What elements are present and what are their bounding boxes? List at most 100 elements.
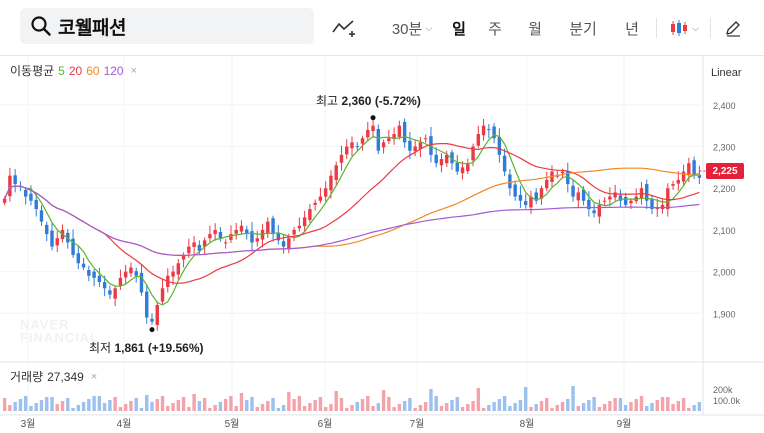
volume-bar: [555, 405, 559, 411]
candle-body: [218, 232, 223, 239]
candle-body: [429, 136, 433, 155]
candle-body: [608, 196, 612, 200]
volume-bar: [160, 396, 165, 411]
stock-search-box[interactable]: 코웰패션: [20, 8, 314, 44]
volume-bar: [87, 399, 91, 411]
period-select[interactable]: 30분 ⌵: [386, 0, 438, 56]
volume-bar: [202, 398, 207, 411]
candle-body: [145, 291, 149, 318]
volume-bar: [429, 389, 433, 411]
candle-body: [587, 199, 591, 210]
volume-bar: [455, 397, 459, 411]
volume-bar: [13, 402, 17, 411]
chart-type-select[interactable]: ⌵: [664, 0, 704, 56]
pencil-icon: [726, 21, 740, 37]
candle-body: [402, 121, 407, 143]
volume-bar: [181, 397, 186, 411]
tab-week[interactable]: 주: [488, 20, 502, 38]
tab-year[interactable]: 년: [625, 20, 639, 38]
ma5-line: [4, 134, 700, 306]
volume-bar: [597, 407, 602, 411]
candle-body: [181, 254, 186, 260]
candle-body: [55, 238, 59, 246]
volume-bar: [608, 401, 612, 411]
volume-bar: [339, 398, 344, 411]
candle-body: [223, 242, 228, 244]
volume-bar: [476, 388, 481, 411]
candle-body: [676, 179, 681, 184]
candle-body: [518, 194, 523, 201]
volume-bar: [618, 398, 623, 411]
candle-body: [197, 244, 202, 251]
candle-body: [113, 288, 117, 299]
volume-bar: [345, 408, 349, 411]
volume-bar: [439, 406, 444, 411]
volume-bar: [297, 396, 302, 411]
candle-body: [129, 267, 133, 274]
moving-average-legend[interactable]: 이동평균 5 20 60 120 ×: [10, 62, 137, 79]
candle-body: [250, 231, 254, 243]
candle-body: [155, 304, 159, 325]
volume-bar: [281, 405, 286, 411]
candle-body: [123, 271, 128, 278]
volume-bar: [150, 402, 154, 411]
search-icon: [31, 16, 51, 36]
candle-body: [455, 162, 459, 172]
candle-body: [613, 192, 617, 198]
candle-body: [439, 159, 444, 166]
candle-body: [366, 129, 370, 138]
volume-bar: [239, 393, 244, 411]
candle-body: [208, 234, 212, 239]
candle-body: [471, 146, 475, 161]
price-chart[interactable]: 2,400 2,300 2,200 2,100 2,000 1,900 200k100.0k…: [0, 56, 764, 433]
draw-tool-button[interactable]: [718, 0, 748, 56]
month-label: 8월: [520, 418, 535, 430]
candle-body: [102, 282, 107, 289]
volume-bar: [208, 408, 212, 411]
candle-body: [245, 229, 249, 235]
volume-bar: [697, 402, 702, 411]
volume-bar: [408, 398, 412, 411]
close-icon[interactable]: ×: [90, 370, 98, 383]
month-label: 3월: [21, 418, 36, 430]
volume-bar: [287, 392, 291, 411]
candle-body: [139, 272, 144, 293]
volume-bar: [218, 402, 223, 411]
candle-body: [50, 230, 54, 247]
volume-bar: [576, 406, 581, 411]
close-icon[interactable]: ×: [130, 64, 138, 77]
volume-bar: [387, 397, 391, 411]
candle-body: [71, 238, 75, 255]
candle-body: [418, 142, 423, 150]
volume-bar: [302, 406, 307, 411]
compare-chart-icon: [332, 20, 355, 37]
candlestick-icon: [671, 20, 688, 36]
scale-mode-toggle[interactable]: Linear: [711, 67, 742, 79]
volume-bar: [323, 407, 328, 411]
candle-body: [629, 200, 633, 204]
ma-period-5: 5: [58, 63, 65, 78]
volume-bar: [513, 403, 517, 411]
month-label: 9월: [617, 418, 632, 430]
volume-bar: [650, 403, 654, 411]
volume-bar: [55, 404, 59, 411]
month-label: 7월: [410, 418, 425, 430]
volume-bar: [176, 400, 181, 411]
chevron-down-icon: ⌵: [425, 22, 433, 33]
volume-bar: [97, 396, 102, 411]
candle-body: [350, 142, 354, 149]
tab-month[interactable]: 월: [528, 20, 542, 38]
price-tick-label: 1,900: [713, 309, 736, 319]
candle-body: [271, 218, 275, 235]
volume-legend[interactable]: 거래량 27,349 ×: [10, 368, 97, 385]
volume-bar: [560, 402, 565, 411]
candle-body: [602, 200, 607, 202]
watermark: NAVER FINANCIAL: [20, 318, 99, 344]
volume-bar: [134, 398, 138, 411]
volume-bar: [60, 401, 65, 411]
tab-quarter[interactable]: 분기: [569, 20, 597, 38]
candle-body: [476, 134, 481, 146]
candle-body: [376, 129, 381, 151]
tab-day[interactable]: 일: [452, 20, 466, 38]
compare-button[interactable]: [328, 0, 362, 56]
